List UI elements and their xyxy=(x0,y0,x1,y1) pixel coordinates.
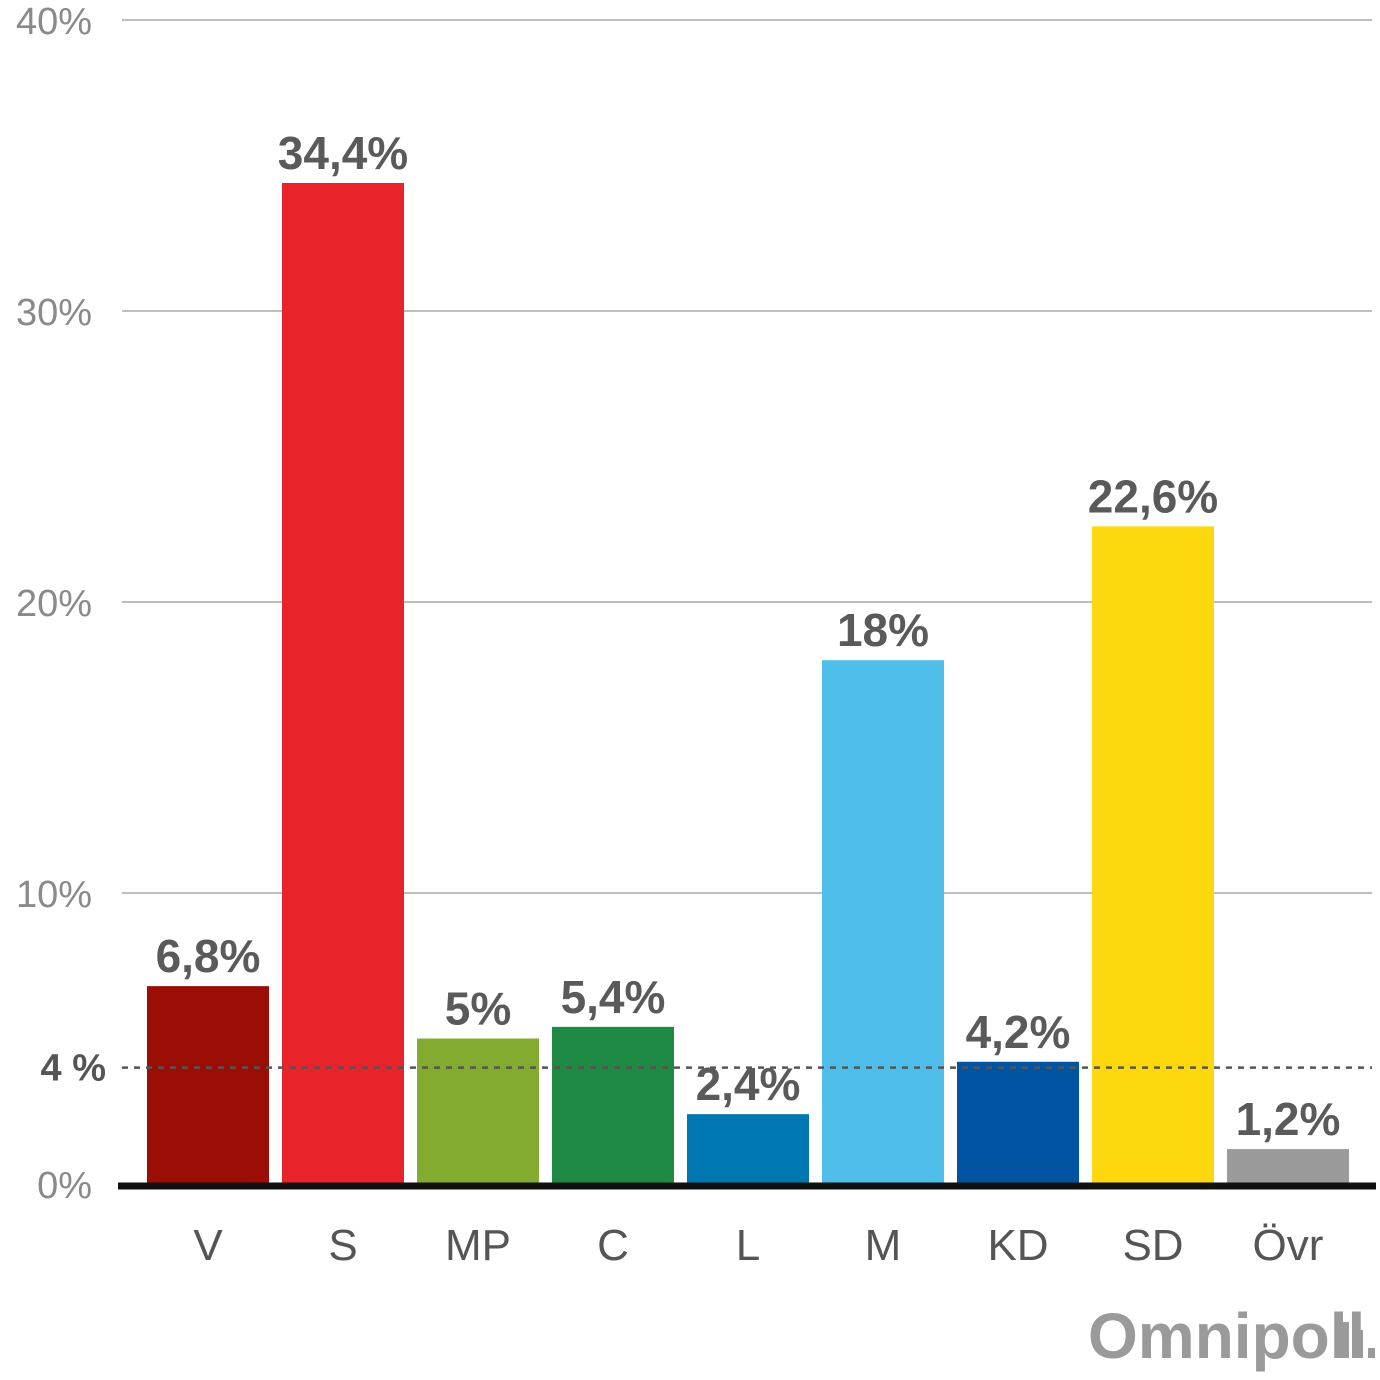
y-tick-label: 30% xyxy=(16,292,92,334)
x-tick-label: C xyxy=(597,1221,629,1270)
bar-mp xyxy=(417,1038,539,1184)
bar-l xyxy=(687,1114,809,1184)
x-axis-ticks: V S MP C L M KD SD Övr xyxy=(193,1221,1323,1270)
data-label: 1,2% xyxy=(1236,1093,1341,1145)
x-tick-label: KD xyxy=(987,1221,1048,1270)
data-labels: 6,8% 34,4% 5% 5,4% 2,4% 18% 4,2% 22,6% 1,2% xyxy=(156,127,1341,1145)
data-label: 18% xyxy=(837,604,929,656)
logo-bar xyxy=(1354,1330,1363,1358)
logo-bar xyxy=(1340,1322,1349,1358)
logo-bar xyxy=(1368,1348,1375,1358)
bar-m xyxy=(822,660,944,1184)
bars xyxy=(147,182,1349,1184)
y-tick-label: 40% xyxy=(16,1,92,43)
data-label: 2,4% xyxy=(696,1058,801,1110)
x-tick-label: Övr xyxy=(1253,1221,1324,1270)
data-label: 5% xyxy=(445,983,511,1035)
omnipoll-logo: Omnipoll xyxy=(1088,1300,1375,1372)
x-tick-label: MP xyxy=(445,1221,511,1270)
y-tick-label: 20% xyxy=(16,583,92,625)
data-label: 34,4% xyxy=(278,127,408,179)
bar-övr xyxy=(1227,1149,1349,1184)
bar-c xyxy=(552,1026,674,1184)
x-tick-label: V xyxy=(193,1221,223,1270)
logo-bars-icon xyxy=(1340,1322,1375,1358)
data-label: 5,4% xyxy=(561,971,666,1023)
logo-text: Omnipoll xyxy=(1088,1300,1365,1372)
x-tick-label: SD xyxy=(1122,1221,1183,1270)
y-tick-label: 0% xyxy=(37,1165,92,1207)
x-tick-label: M xyxy=(865,1221,902,1270)
bar-kd xyxy=(957,1061,1079,1184)
bar-v xyxy=(147,986,269,1184)
x-tick-label: L xyxy=(736,1221,760,1270)
data-label: 4,2% xyxy=(966,1006,1071,1058)
y-tick-label: 10% xyxy=(16,874,92,916)
data-label: 6,8% xyxy=(156,930,261,982)
bar-sd xyxy=(1092,526,1214,1184)
bar-s xyxy=(282,182,404,1184)
data-label: 22,6% xyxy=(1088,470,1218,522)
threshold-label: 4 % xyxy=(41,1048,106,1090)
y-axis-ticks: 0% 10% 20% 30% 40% xyxy=(16,1,92,1207)
x-tick-label: S xyxy=(328,1221,357,1270)
